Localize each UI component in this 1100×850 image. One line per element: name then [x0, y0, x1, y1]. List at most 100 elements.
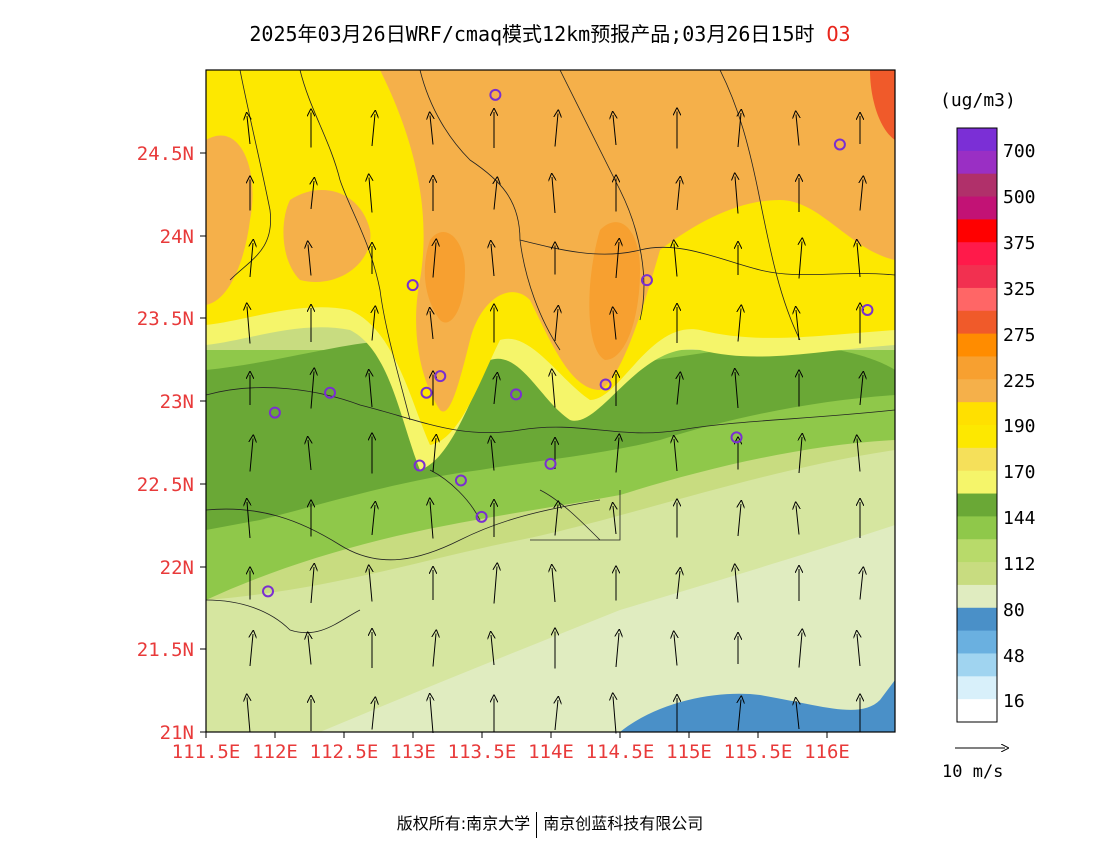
legend-swatch: [957, 333, 997, 357]
legend-label: 170: [1003, 462, 1036, 483]
wind-arrow: [674, 244, 677, 277]
wind-arrow: [494, 567, 497, 604]
wind-arrow: [433, 438, 436, 473]
wind-arrow: [857, 243, 860, 278]
site-marker: [413, 459, 426, 472]
wind-arrow: [433, 243, 436, 278]
wind-arrow: [796, 506, 799, 535]
legend-label: 500: [1003, 187, 1036, 208]
wind-arrow: [555, 309, 558, 342]
wind-arrow: [738, 504, 741, 537]
concentration-field: [206, 70, 895, 732]
legend-swatch: [957, 265, 997, 289]
copyright-footer: 版权所有:南京大学 南京创蓝科技有限公司: [0, 810, 1100, 838]
wind-arrow: [677, 376, 680, 405]
wind-arrow: [616, 633, 619, 668]
site-marker: [640, 274, 653, 287]
site-marker: [262, 585, 275, 598]
wind-arrow: [616, 242, 619, 279]
legend-swatch: [957, 310, 997, 335]
wind-arrow: [491, 635, 494, 666]
wind-arrow: [735, 568, 738, 603]
wind-arrow: [613, 311, 616, 340]
units-label: (ug/m3): [940, 90, 1016, 111]
legend-swatch: [957, 493, 997, 517]
site-marker: [833, 138, 846, 151]
wind-arrow: [677, 180, 680, 211]
legend-label: 375: [1003, 233, 1036, 254]
wind-arrow: [860, 180, 863, 211]
wind-arrow: [250, 634, 253, 667]
lon-tick-label: 114.5E: [586, 741, 655, 763]
legend-swatch: [957, 242, 997, 266]
legend-swatch: [957, 470, 997, 495]
wind-arrow: [555, 114, 558, 147]
wind-arrow: [494, 181, 497, 210]
wind-arrow: [372, 505, 375, 536]
wind-arrow: [430, 311, 433, 340]
legend-label: 16: [1003, 691, 1025, 712]
wind-scale-label: 10 m/s: [942, 762, 1004, 782]
site-marker: [489, 88, 502, 101]
wind-arrow: [552, 177, 555, 214]
legend-label: 225: [1003, 371, 1036, 392]
wind-arrow: [491, 244, 494, 277]
site-marker: [861, 303, 874, 316]
copyright-owner: 版权所有:南京大学: [396, 814, 531, 833]
legend-swatch: [957, 676, 997, 700]
wind-arrow: [674, 439, 677, 472]
wind-arrow: [250, 439, 253, 472]
legend-label: 80: [1003, 600, 1025, 621]
site-marker: [544, 457, 557, 470]
wind-arrow: [430, 116, 433, 145]
lat-tick-label: 22N: [160, 557, 194, 579]
legend-swatch: [957, 447, 997, 472]
legend-swatch: [957, 584, 997, 609]
legend-label: 325: [1003, 279, 1036, 300]
wind-arrow: [674, 635, 677, 666]
wind-arrow: [311, 567, 314, 604]
site-marker: [730, 431, 743, 444]
lon-tick-label: 115E: [666, 741, 712, 763]
legend-label: 112: [1003, 554, 1036, 575]
legend-swatch: [957, 562, 997, 586]
lat-tick-label: 21N: [160, 722, 194, 744]
color-legend: [957, 128, 997, 723]
lat-tick-label: 23.5N: [137, 308, 194, 330]
lat-tick-label: 22.5N: [137, 474, 194, 496]
wind-arrow: [735, 177, 738, 214]
wind-arrow: [430, 697, 433, 734]
legend-swatch: [957, 402, 997, 426]
wind-arrow: [860, 571, 863, 600]
wind-arrow: [796, 115, 799, 146]
legend-swatch: [957, 425, 997, 449]
legend-frame: [956, 127, 998, 723]
site-marker: [454, 474, 467, 487]
lon-tick-label: 116E: [804, 741, 850, 763]
wind-arrow: [308, 636, 311, 665]
wind-arrow: [616, 438, 619, 473]
site-marker: [406, 279, 419, 292]
lat-tick-label: 24N: [160, 226, 194, 248]
wind-arrow: [552, 568, 555, 603]
legend-swatch: [957, 379, 997, 403]
wind-arrow: [738, 113, 741, 148]
legend-swatch: [957, 516, 997, 540]
lon-tick-label: 111.5E: [172, 741, 241, 763]
wind-arrow: [247, 502, 250, 539]
wind-arrow: [372, 114, 375, 147]
legend-label: 275: [1003, 325, 1036, 346]
wind-arrow: [494, 376, 497, 405]
legend-swatch: [957, 150, 997, 175]
legend-swatch: [957, 356, 997, 380]
wind-arrow: [799, 437, 802, 474]
map-title: 2025年03月26日WRF/cmaq模式12km预报产品;03月26日15时 O…: [0, 18, 1100, 47]
wind-arrow: [799, 633, 802, 668]
wind-arrow: [308, 245, 311, 276]
wind-arrow: [613, 697, 616, 734]
lon-tick-label: 115.5E: [724, 741, 793, 763]
lon-tick-label: 113E: [390, 741, 436, 763]
wind-arrow: [555, 505, 558, 536]
site-marker: [510, 388, 523, 401]
